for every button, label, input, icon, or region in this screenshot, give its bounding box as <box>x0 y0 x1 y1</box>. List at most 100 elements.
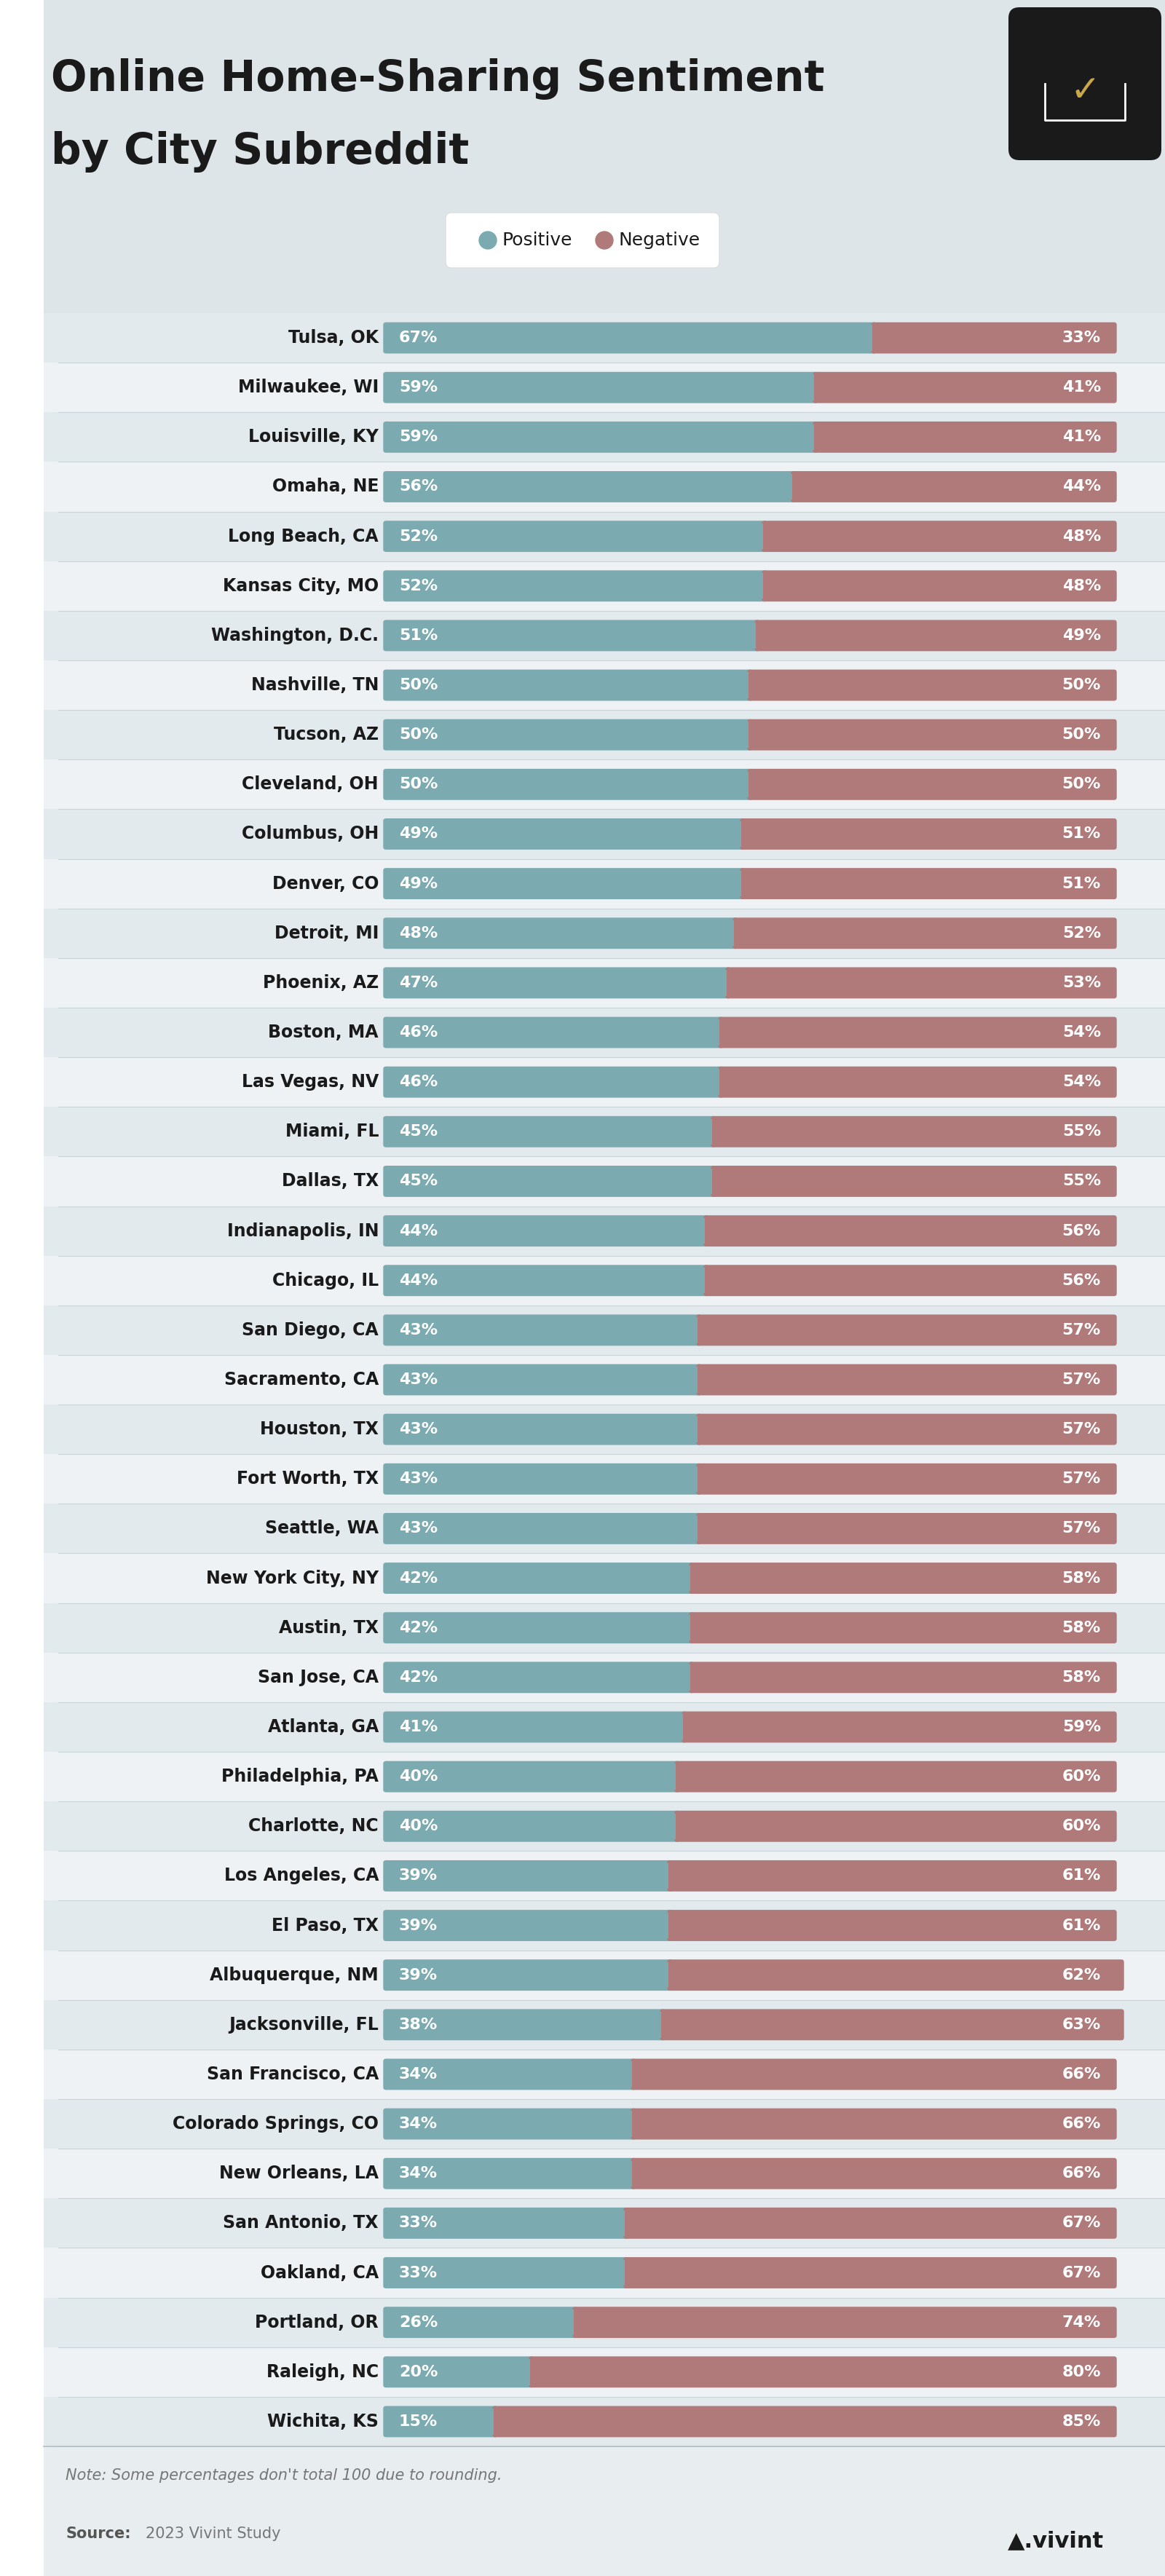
Text: 56%: 56% <box>1062 1273 1101 1288</box>
FancyBboxPatch shape <box>711 1167 1117 1198</box>
Text: 50%: 50% <box>398 677 438 693</box>
Bar <box>530 2360 546 2385</box>
Bar <box>677 1566 693 1592</box>
Text: 43%: 43% <box>398 1422 438 1437</box>
FancyBboxPatch shape <box>726 966 1117 999</box>
Bar <box>698 1515 713 1540</box>
FancyBboxPatch shape <box>718 1066 1117 1097</box>
Text: 66%: 66% <box>1062 2066 1101 2081</box>
Bar <box>670 1713 686 1739</box>
Bar <box>721 920 737 945</box>
FancyBboxPatch shape <box>668 1909 1117 1942</box>
FancyBboxPatch shape <box>682 1710 1117 1741</box>
Text: Detroit, MI: Detroit, MI <box>274 925 379 943</box>
Bar <box>0 0 44 314</box>
Bar <box>44 2249 1165 2298</box>
Text: 41%: 41% <box>1062 381 1101 394</box>
Text: Positive: Positive <box>502 232 573 250</box>
Text: 48%: 48% <box>1062 528 1101 544</box>
Text: 33%: 33% <box>398 2264 438 2280</box>
Text: Sacramento, CA: Sacramento, CA <box>224 1370 379 1388</box>
Bar <box>756 623 771 649</box>
Text: New Orleans, LA: New Orleans, LA <box>219 2164 379 2182</box>
Bar <box>44 1306 1165 1355</box>
FancyBboxPatch shape <box>529 2357 1117 2388</box>
Text: San Diego, CA: San Diego, CA <box>242 1321 379 1340</box>
Circle shape <box>479 232 496 250</box>
Text: Albuquerque, NM: Albuquerque, NM <box>210 1965 379 1984</box>
Text: 40%: 40% <box>398 1819 438 1834</box>
FancyBboxPatch shape <box>711 1115 1117 1146</box>
Text: 57%: 57% <box>1062 1373 1101 1386</box>
Bar <box>44 0 1165 314</box>
Text: Nashville, TN: Nashville, TN <box>250 677 379 693</box>
Text: Cleveland, OH: Cleveland, OH <box>242 775 379 793</box>
Bar <box>573 2311 589 2336</box>
Bar <box>624 2210 641 2236</box>
FancyBboxPatch shape <box>383 1860 672 1891</box>
Bar <box>699 1170 715 1195</box>
Text: 54%: 54% <box>1062 1025 1101 1041</box>
Text: 50%: 50% <box>398 778 438 791</box>
FancyBboxPatch shape <box>383 322 876 353</box>
Text: 39%: 39% <box>398 1968 438 1984</box>
FancyBboxPatch shape <box>383 1066 723 1097</box>
Text: 42%: 42% <box>398 1571 438 1584</box>
Text: 74%: 74% <box>1062 2316 1101 2329</box>
Bar <box>685 1466 700 1492</box>
FancyBboxPatch shape <box>747 670 1117 701</box>
FancyBboxPatch shape <box>383 966 730 999</box>
Text: 67%: 67% <box>1062 2264 1101 2280</box>
FancyBboxPatch shape <box>383 1662 694 1692</box>
Text: Oakland, CA: Oakland, CA <box>261 2264 379 2282</box>
Bar <box>631 2161 648 2187</box>
Text: 15%: 15% <box>398 2414 438 2429</box>
Bar <box>494 2409 510 2434</box>
FancyBboxPatch shape <box>740 819 1117 850</box>
Text: 43%: 43% <box>398 1522 438 1535</box>
FancyBboxPatch shape <box>697 1365 1117 1396</box>
Text: Atlanta, GA: Atlanta, GA <box>268 1718 379 1736</box>
FancyBboxPatch shape <box>383 471 797 502</box>
Text: 45%: 45% <box>398 1123 438 1139</box>
Text: 45%: 45% <box>398 1175 438 1188</box>
Text: Wichita, KS: Wichita, KS <box>267 2414 379 2429</box>
Bar <box>814 374 829 399</box>
Bar <box>728 822 744 848</box>
Bar <box>44 562 1165 611</box>
Text: 49%: 49% <box>398 827 438 842</box>
FancyBboxPatch shape <box>383 520 768 551</box>
Bar <box>481 2409 496 2434</box>
Text: Portland, OR: Portland, OR <box>255 2313 379 2331</box>
Bar <box>44 412 1165 461</box>
FancyBboxPatch shape <box>383 1365 701 1396</box>
Bar <box>44 1056 1165 1108</box>
Bar <box>655 1862 671 1888</box>
Text: 57%: 57% <box>1062 1522 1101 1535</box>
FancyBboxPatch shape <box>704 1265 1117 1296</box>
Bar <box>748 770 764 799</box>
Bar <box>624 2259 641 2285</box>
Bar <box>517 2360 534 2385</box>
Text: Denver, CO: Denver, CO <box>271 876 379 891</box>
FancyBboxPatch shape <box>383 719 753 750</box>
Text: Seattle, WA: Seattle, WA <box>266 1520 379 1538</box>
Text: Miami, FL: Miami, FL <box>285 1123 379 1141</box>
Bar <box>655 1963 671 1989</box>
Text: ✓: ✓ <box>1069 75 1100 108</box>
Text: 49%: 49% <box>1062 629 1101 644</box>
Bar <box>734 920 750 945</box>
Text: Columbus, OH: Columbus, OH <box>241 824 379 842</box>
Text: Philadelphia, PA: Philadelphia, PA <box>221 1767 379 1785</box>
Text: Fort Worth, TX: Fort Worth, TX <box>236 1471 379 1489</box>
Text: 51%: 51% <box>398 629 438 644</box>
FancyBboxPatch shape <box>871 322 1117 353</box>
FancyBboxPatch shape <box>383 1265 709 1296</box>
FancyBboxPatch shape <box>704 1216 1117 1247</box>
FancyBboxPatch shape <box>383 1710 687 1741</box>
Text: 54%: 54% <box>1062 1074 1101 1090</box>
Bar <box>706 1020 722 1046</box>
Bar <box>44 611 1165 659</box>
Text: 50%: 50% <box>1062 726 1101 742</box>
Bar <box>814 425 829 451</box>
